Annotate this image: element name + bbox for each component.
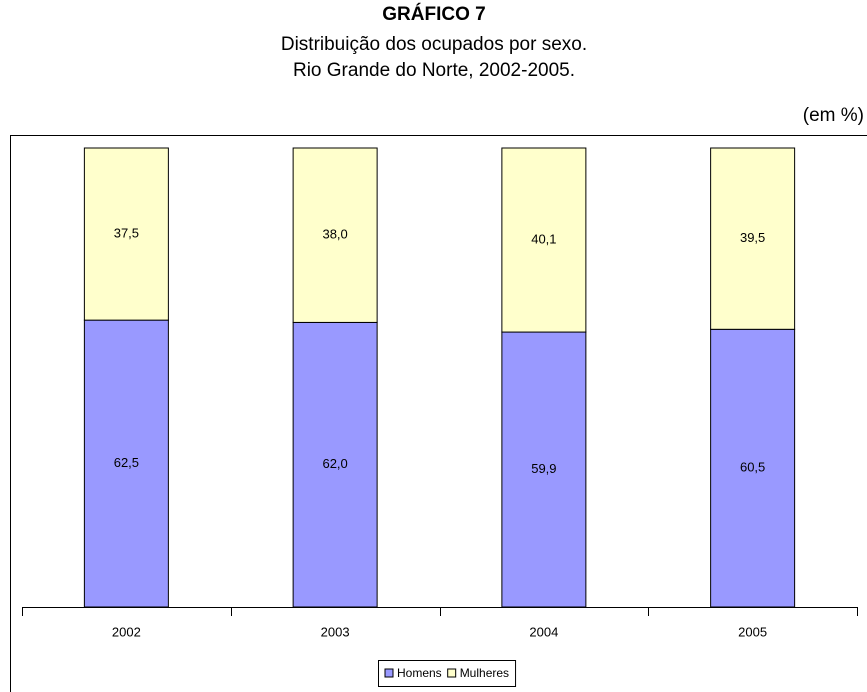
- legend-swatch: [447, 668, 457, 678]
- bar-segment: [83, 319, 169, 608]
- bar-segment: [292, 147, 378, 323]
- legend-label: Homens: [397, 666, 442, 680]
- legend-label: Mulheres: [460, 666, 509, 680]
- x-tick-label: 2005: [738, 624, 767, 639]
- chart-subtitle: Rio Grande do Norte, 2002-2005.: [293, 60, 575, 81]
- bar-segment: [83, 147, 169, 321]
- x-tick-label: 2002: [112, 624, 141, 639]
- data-label: 62,0: [322, 456, 347, 471]
- plot-frame: [10, 135, 867, 692]
- data-label: 62,5: [114, 455, 139, 470]
- data-label: 40,1: [531, 231, 556, 246]
- data-label: 59,9: [531, 461, 556, 476]
- bar-segment: [292, 321, 378, 608]
- bar-segment: [501, 147, 587, 333]
- chart-subtitle: Distribuição dos ocupados por sexo.: [281, 34, 587, 55]
- bar-segment: [710, 147, 796, 330]
- data-label: 39,5: [740, 230, 765, 245]
- x-tick-label: 2004: [529, 624, 558, 639]
- data-label: 60,5: [740, 460, 765, 475]
- x-tick-label: 2003: [321, 624, 350, 639]
- bar-segment: [501, 331, 587, 608]
- data-label: 38,0: [322, 227, 347, 242]
- legend-box: [378, 660, 517, 687]
- bar-segment: [710, 328, 796, 608]
- data-label: 37,5: [114, 226, 139, 241]
- legend-swatch: [384, 668, 394, 678]
- unit-label: (em %): [803, 105, 864, 126]
- chart-title: GRÁFICO 7: [382, 3, 485, 25]
